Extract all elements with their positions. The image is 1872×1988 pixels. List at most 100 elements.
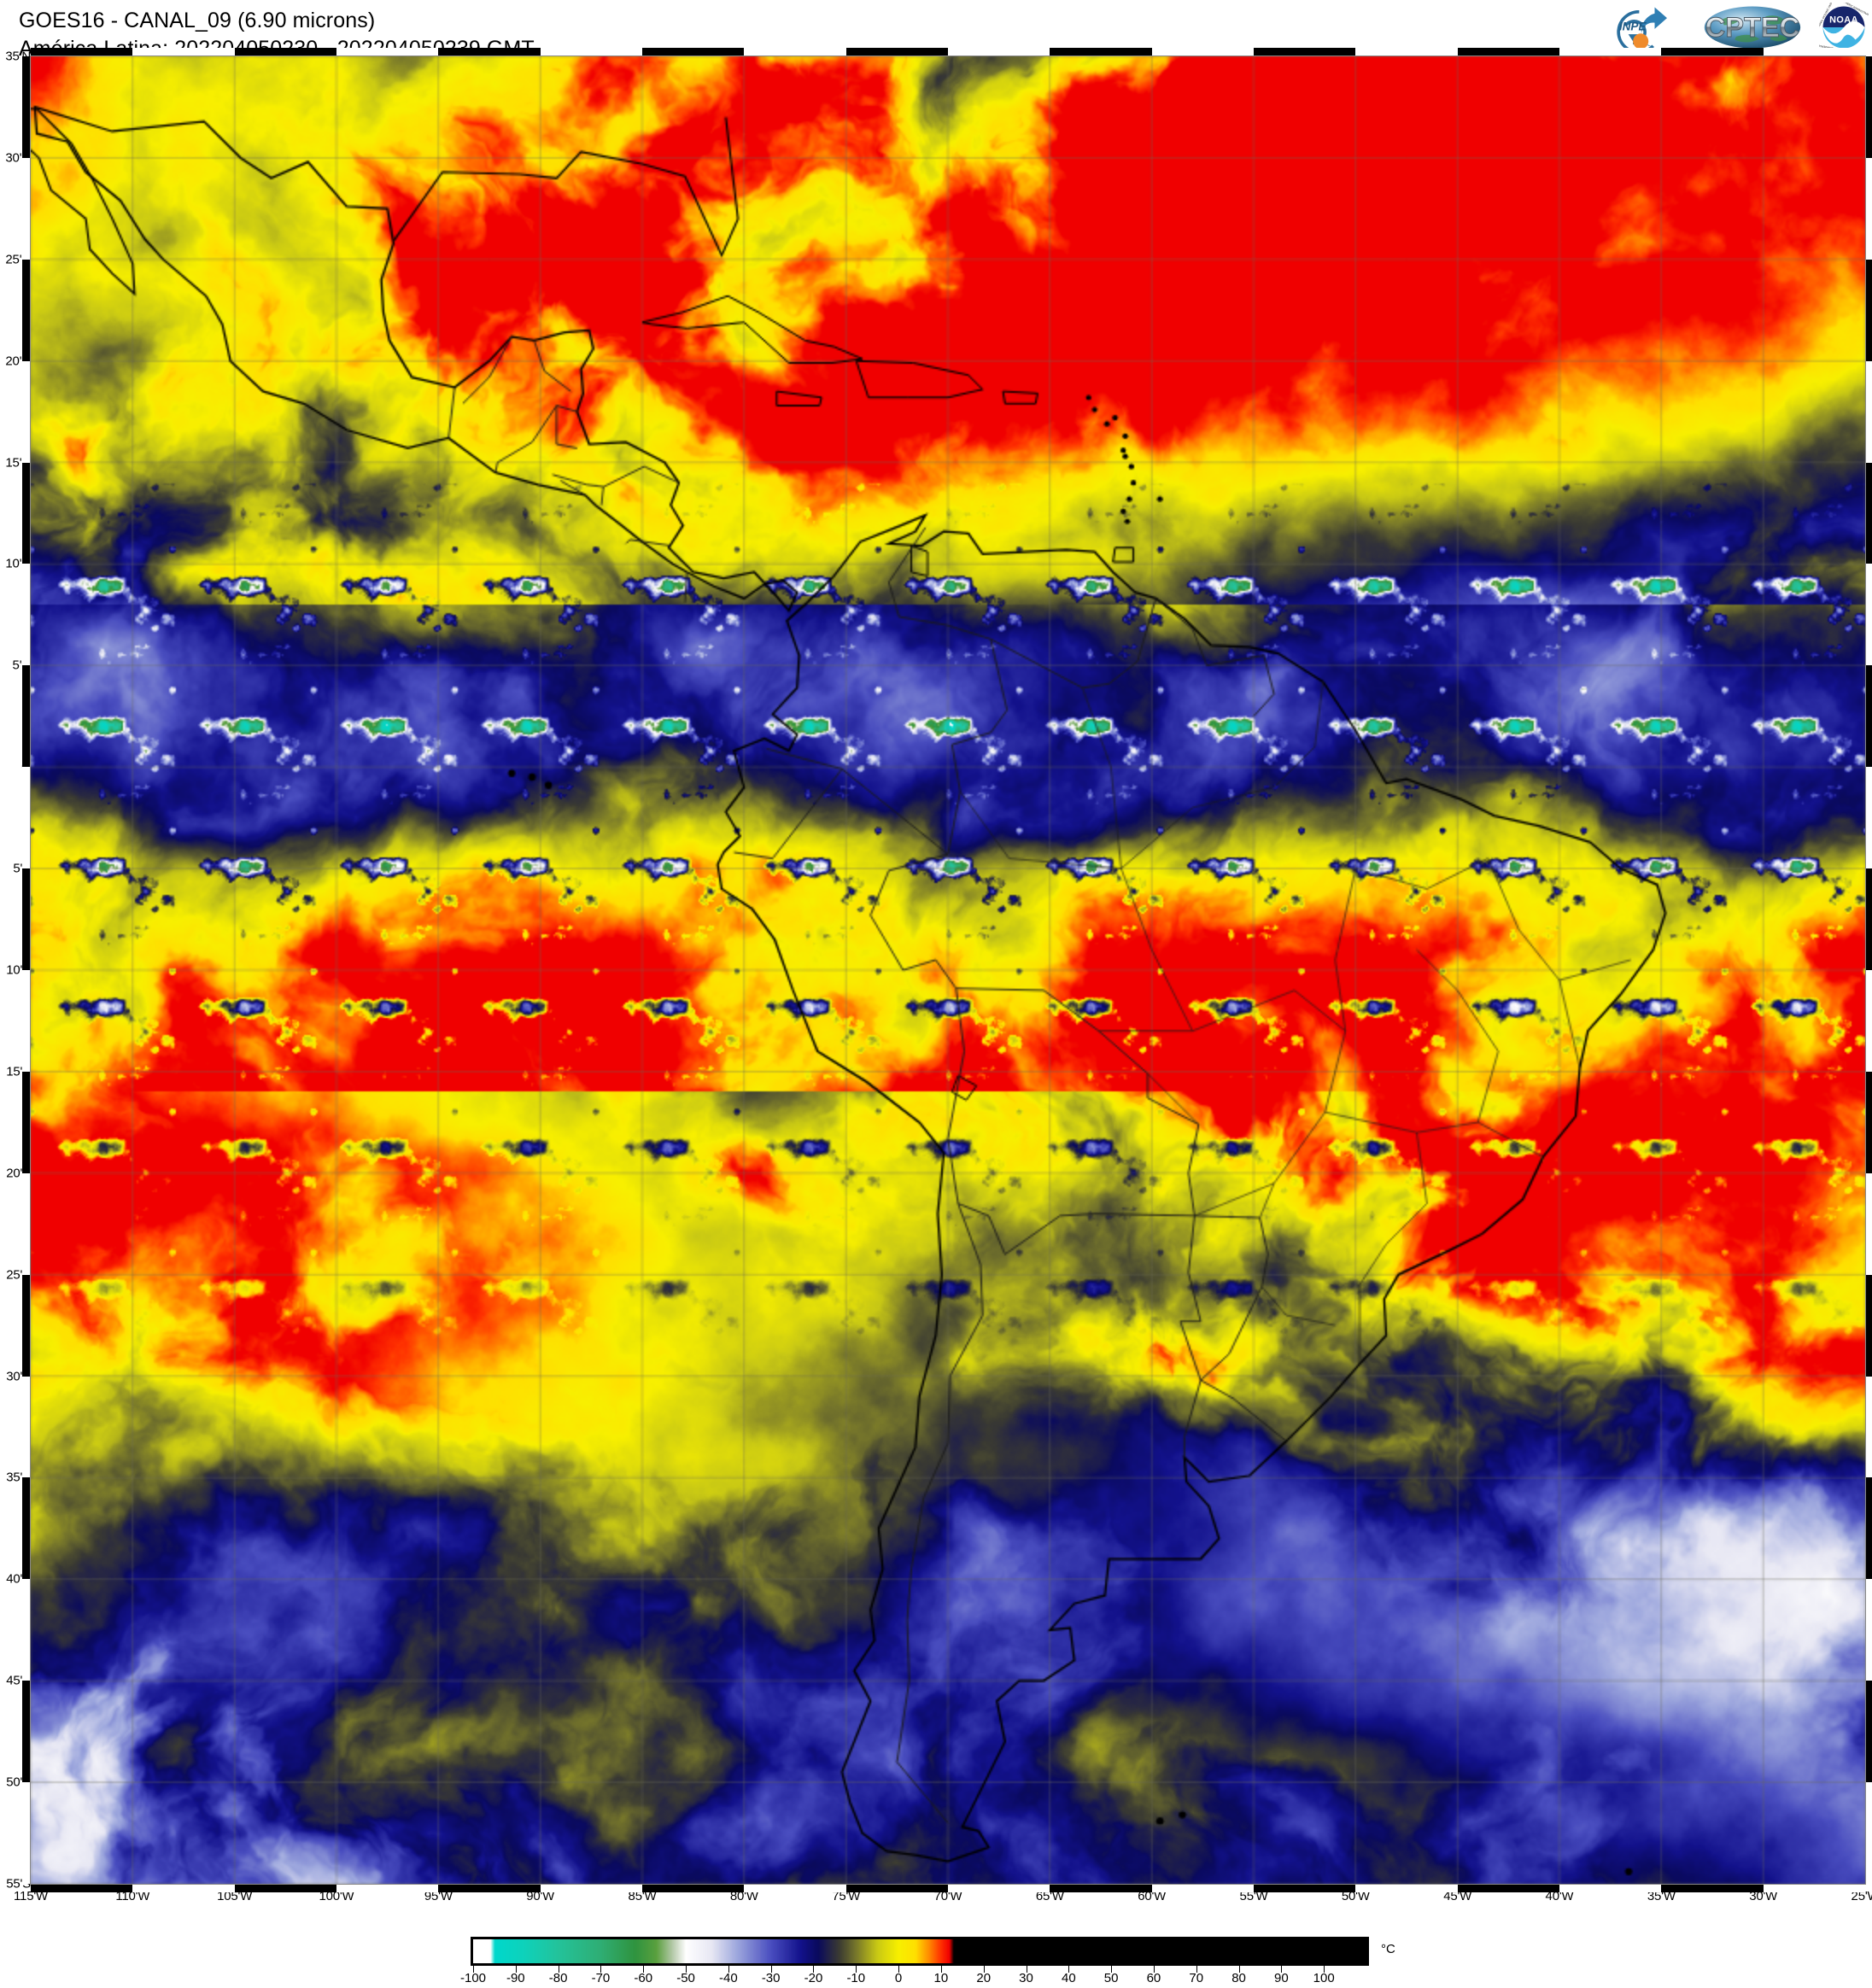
colorbar-tick-label: 90 (1274, 1971, 1289, 1985)
map-frame-segment (1763, 1884, 1865, 1892)
map-frame-segment (1865, 868, 1872, 970)
map-frame-segment (1865, 360, 1872, 463)
map-frame-segment (1865, 665, 1872, 768)
map-frame-segment (642, 1884, 745, 1892)
title-line-1: GOES16 - CANAL_09 (6.90 microns) (19, 9, 376, 32)
lon-tick-label: 30'W (1749, 1889, 1778, 1903)
map-frame-segment (22, 1477, 31, 1580)
map-frame-segment (845, 1884, 948, 1892)
map-frame-segment (22, 1681, 31, 1783)
map-frame-segment (336, 1884, 439, 1892)
map-frame-segment (1763, 48, 1865, 56)
colorbar-tick-label: 60 (1146, 1971, 1161, 1985)
map-frame-segment (744, 48, 846, 56)
colorbar-tick-label: -100 (459, 1971, 487, 1985)
longitude-axis: 115'W 110'W 105'W 100'W 95'W 90'W 85'W 80'W 75'W… (0, 1887, 1872, 1916)
map-frame-segment (1457, 48, 1559, 56)
map-frame-segment (1151, 1884, 1254, 1892)
map-frame-segment (22, 462, 31, 564)
map-frame-segment (744, 1884, 846, 1892)
colorbar-tick-label: 20 (976, 1971, 992, 1985)
inpe-logo-icon: INPE (1617, 7, 1668, 52)
colorbar-tick-label: -20 (804, 1971, 823, 1985)
map-frame-segment (438, 1884, 541, 1892)
map-frame-segment (1865, 1274, 1872, 1377)
colorbar-tick-label: -10 (846, 1971, 866, 1985)
colorbar-tick-label: -60 (634, 1971, 653, 1985)
colorbar-tick-label: -80 (548, 1971, 568, 1985)
map-frame-segment (1865, 259, 1872, 361)
map-frame-segment (1865, 1376, 1872, 1478)
map-frame-segment (1151, 48, 1254, 56)
map-frame-segment (1661, 1884, 1764, 1892)
colorbar-tick (1196, 1966, 1197, 1973)
lon-tick-label: 65'W (1035, 1889, 1064, 1903)
noaa-logo-icon: NOAA NATIONAL OCEANIC AND ATMOSPHERIC AD… (1819, 3, 1869, 52)
lon-tick-label: 45'W (1443, 1889, 1472, 1903)
colorbar-tick (770, 1966, 772, 1973)
map-frame-segment (336, 48, 439, 56)
colorbar-swatch (471, 1937, 1369, 1966)
colorbar-tick-label: -50 (676, 1971, 695, 1985)
map-frame-segment (22, 1172, 31, 1275)
colorbar-tick (728, 1966, 729, 1973)
colorbar-tick-label: -30 (761, 1971, 781, 1985)
map-frame-segment (1865, 157, 1872, 260)
header-bar: GOES16 - CANAL_09 (6.90 microns) América… (0, 0, 1872, 61)
lon-tick-label: 100'W (319, 1889, 354, 1903)
satellite-map[interactable] (22, 48, 1872, 1892)
map-frame-segment (1355, 1884, 1458, 1892)
map-frame-segment (1050, 48, 1152, 56)
lon-tick-label: 60'W (1138, 1889, 1167, 1903)
map-frame-segment (1559, 48, 1662, 56)
satellite-image-canvas[interactable] (31, 56, 1865, 1884)
lon-tick-label: 85'W (628, 1889, 657, 1903)
colorbar-tick-labels: -100 -90 -80 -70 -60 -50 -40 -30 -20 -10 0 10 20 30 40… (460, 1971, 1374, 1988)
lon-tick-label: 75'W (832, 1889, 861, 1903)
map-frame-segment (22, 564, 31, 666)
colorbar-tick (940, 1966, 942, 1973)
lon-tick-label: 35'W (1647, 1889, 1676, 1903)
map-frame-segment (22, 767, 31, 869)
map-frame-segment (1865, 767, 1872, 869)
map-frame-segment (948, 1884, 1050, 1892)
map-frame-segment (22, 360, 31, 463)
map-frame-segment (948, 48, 1050, 56)
svg-text:NOAA: NOAA (1829, 15, 1858, 26)
map-frame-segment (234, 1884, 336, 1892)
colorbar-area: -100 -90 -80 -70 -60 -50 -40 -30 -20 -10 0 10 20 30 40… (0, 1918, 1872, 1988)
colorbar-tick-label: 70 (1189, 1971, 1204, 1985)
colorbar-tick-label: -70 (591, 1971, 611, 1985)
lon-tick-label: 105'W (217, 1889, 253, 1903)
map-frame-segment (132, 1884, 235, 1892)
colorbar-tick-label: -90 (506, 1971, 525, 1985)
colorbar-tick (1281, 1966, 1283, 1973)
colorbar-tick-label: 80 (1231, 1971, 1246, 1985)
logo-strip: INPE (1593, 2, 1869, 53)
figure-area: 35'N30'N25'N20'N15'N10'N5'N0'5'S10'S15'S… (0, 48, 1872, 1916)
colorbar-tick (1111, 1966, 1113, 1973)
map-frame-segment (1661, 48, 1764, 56)
map-frame-segment (540, 1884, 642, 1892)
lon-tick-label: 90'W (526, 1889, 555, 1903)
map-frame-segment (1865, 1681, 1872, 1783)
lon-tick-label: 70'W (933, 1889, 962, 1903)
map-frame-segment (22, 1274, 31, 1377)
colorbar-tick-label: 40 (1061, 1971, 1076, 1985)
colorbar-tick (686, 1966, 687, 1973)
map-frame-segment (22, 1579, 31, 1681)
map-frame-segment (132, 48, 235, 56)
map-frame-segment (1865, 462, 1872, 564)
map-frame-segment (1865, 1579, 1872, 1681)
map-frame-segment (1355, 48, 1458, 56)
map-frame-segment (1865, 1477, 1872, 1580)
colorbar-ticks (471, 1966, 1374, 1974)
colorbar-tick (856, 1966, 857, 1973)
map-frame-segment (438, 48, 541, 56)
lon-tick-label: 80'W (729, 1889, 758, 1903)
map-frame-segment (22, 157, 31, 260)
colorbar-tick-label: 10 (933, 1971, 949, 1985)
lon-tick-label: 115'W (14, 1889, 48, 1903)
colorbar-tick (813, 1966, 815, 1973)
colorbar-tick (1324, 1966, 1325, 1973)
